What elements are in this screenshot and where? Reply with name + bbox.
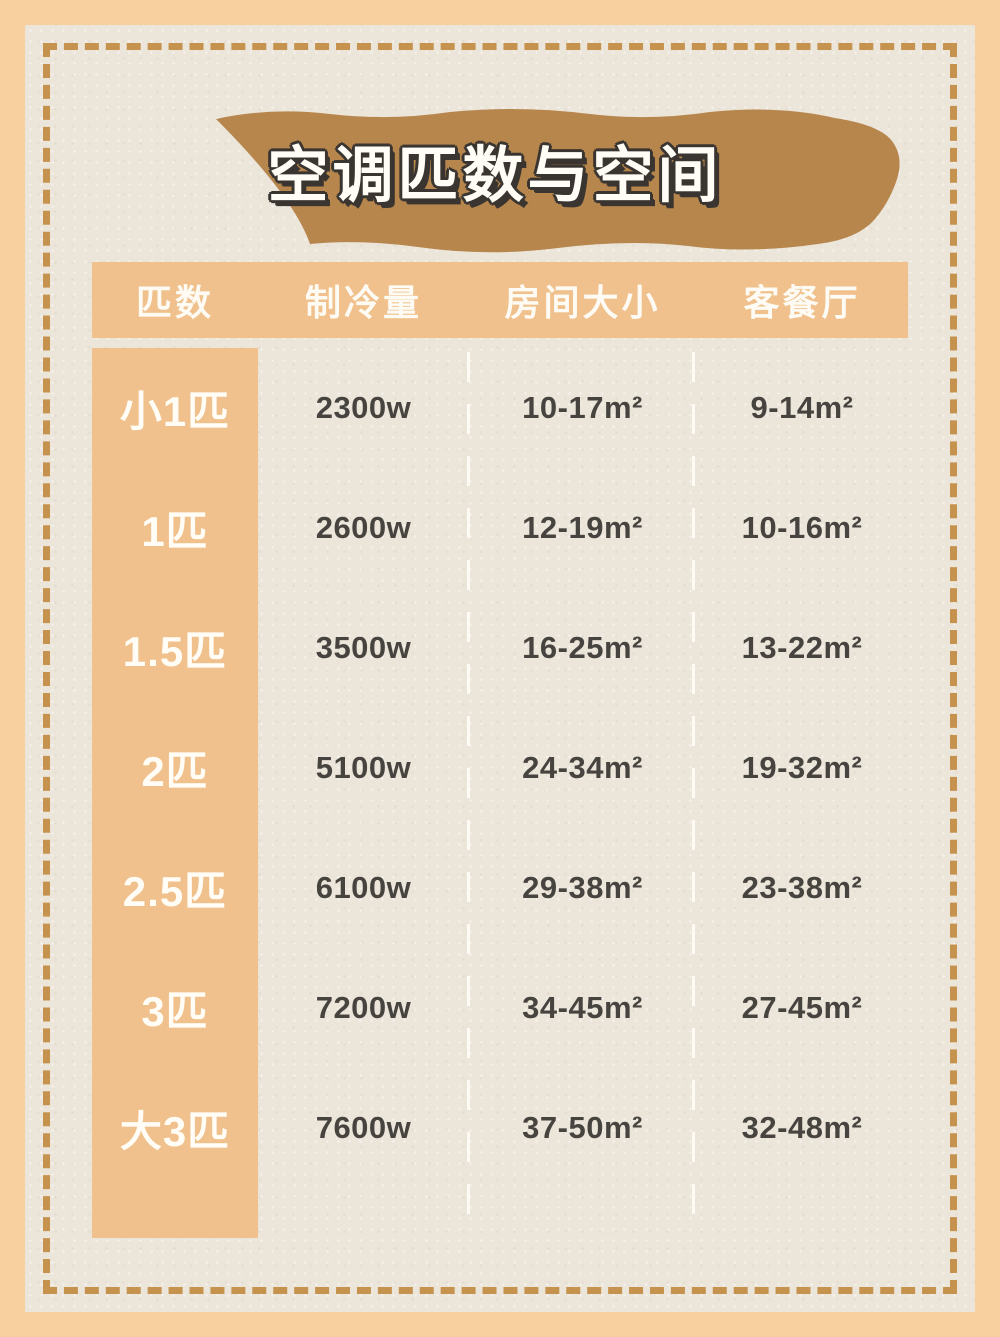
living-dining-value: 19-32m² — [741, 750, 863, 785]
horsepower-label: 1匹 — [141, 507, 209, 555]
cooling-capacity-value: 7600w — [315, 1110, 412, 1145]
cooling-capacity-value: 3500w — [315, 630, 412, 665]
living-dining-value: 23-38m² — [741, 870, 863, 905]
horsepower-label: 3匹 — [141, 987, 209, 1035]
cooling-capacity-value: 2600w — [315, 510, 412, 545]
cooling-capacity-value: 6100w — [315, 870, 412, 905]
brush-stroke-icon — [216, 108, 900, 253]
horsepower-label: 2匹 — [141, 747, 209, 795]
living-dining-value: 32-48m² — [741, 1110, 863, 1145]
table-body: 小1匹 2300w 10-17m² 9-14m² 1匹 2600w 12-19m… — [92, 348, 908, 1238]
horsepower-label: 小1匹 — [119, 387, 231, 435]
room-size-value: 24-34m² — [522, 750, 643, 785]
table-row: 1.5匹 3500w 16-25m² 13-22m² — [92, 588, 908, 708]
paper-card: 空调匹数与空间 匹数 制冷量 房间大小 客餐厅 小1匹 2300w 10-17m… — [25, 25, 975, 1312]
table-header-row: 匹数 制冷量 房间大小 客餐厅 — [92, 262, 908, 338]
room-size-value: 34-45m² — [522, 990, 643, 1025]
room-size-value: 16-25m² — [522, 630, 643, 665]
title-banner: 空调匹数与空间 — [70, 85, 930, 260]
horsepower-column-strip — [92, 348, 258, 1238]
ac-capacity-table: 匹数 制冷量 房间大小 客餐厅 小1匹 2300w 10-17m² 9-14m²… — [92, 262, 908, 1238]
column-divider — [692, 352, 695, 1234]
header-cell-horsepower: 匹数 — [135, 282, 214, 323]
living-dining-value: 13-22m² — [741, 630, 863, 665]
cooling-capacity-value: 2300w — [315, 390, 412, 425]
horsepower-label: 2.5匹 — [122, 867, 228, 915]
table-row: 小1匹 2300w 10-17m² 9-14m² — [92, 348, 908, 468]
room-size-value: 12-19m² — [522, 510, 643, 545]
room-size-value: 10-17m² — [522, 390, 643, 425]
room-size-value: 29-38m² — [522, 870, 643, 905]
room-size-value: 37-50m² — [522, 1110, 643, 1145]
table-row: 1匹 2600w 12-19m² 10-16m² — [92, 468, 908, 588]
horsepower-label: 1.5匹 — [122, 627, 228, 675]
table-row: 大3匹 7600w 37-50m² 32-48m² — [92, 1068, 908, 1188]
page-title: 空调匹数与空间 — [267, 140, 723, 209]
cooling-capacity-value: 5100w — [315, 750, 412, 785]
living-dining-value: 9-14m² — [750, 390, 854, 425]
living-dining-value: 10-16m² — [741, 510, 863, 545]
horsepower-label: 大3匹 — [119, 1107, 231, 1155]
header-cell-cooling-capacity: 制冷量 — [304, 282, 422, 323]
table-row: 2匹 5100w 24-34m² 19-32m² — [92, 708, 908, 828]
header-cell-room-size: 房间大小 — [504, 282, 661, 323]
table-row: 2.5匹 6100w 29-38m² 23-38m² — [92, 828, 908, 948]
header-cell-living-dining: 客餐厅 — [743, 282, 861, 323]
table-rows: 小1匹 2300w 10-17m² 9-14m² 1匹 2600w 12-19m… — [92, 348, 908, 1188]
table-row: 3匹 7200w 34-45m² 27-45m² — [92, 948, 908, 1068]
living-dining-value: 27-45m² — [741, 990, 863, 1025]
cooling-capacity-value: 7200w — [315, 990, 412, 1025]
column-divider — [467, 352, 470, 1234]
